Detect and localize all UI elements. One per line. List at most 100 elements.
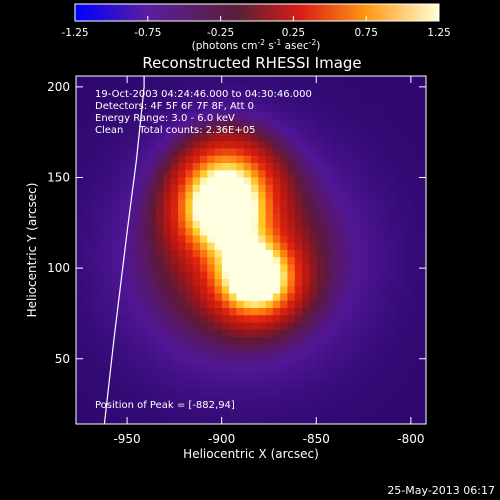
heatmap-cell [134, 235, 143, 244]
heatmap-cell [251, 373, 259, 381]
heatmap-cell [141, 206, 150, 215]
heatmap-cell [294, 308, 303, 316]
heatmap-cell [90, 235, 99, 244]
heatmap-cell [251, 126, 259, 135]
heatmap-cell [134, 279, 143, 287]
heatmap-cell [309, 351, 318, 360]
heatmap-cell [251, 308, 259, 316]
heatmap-cell [411, 177, 420, 186]
heatmap-cell [389, 206, 398, 215]
heatmap-cell [163, 337, 172, 345]
heatmap-cell [411, 126, 420, 135]
heatmap-cell [389, 315, 398, 323]
heatmap-cell [338, 402, 347, 410]
heatmap-cell [163, 250, 172, 258]
heatmap-cell [170, 126, 179, 135]
heatmap-cell [119, 163, 128, 171]
heatmap-cell [389, 250, 398, 258]
heatmap-cell [221, 315, 230, 323]
heatmap-cell [382, 170, 390, 178]
heatmap-cell [287, 105, 296, 113]
heatmap-cell [323, 170, 332, 178]
heatmap-cell [119, 134, 128, 142]
heatmap-cell [360, 279, 369, 287]
heatmap-cell [76, 221, 84, 229]
heatmap-cell [302, 155, 310, 164]
heatmap-cell [229, 279, 237, 287]
heatmap-cell [207, 250, 215, 258]
heatmap-cell [338, 409, 347, 418]
heatmap-cell [272, 228, 281, 236]
heatmap-cell [382, 250, 390, 258]
heatmap-cell [207, 228, 215, 236]
heatmap-cell [272, 155, 281, 164]
heatmap-cell [258, 184, 266, 193]
heatmap-cell [97, 366, 106, 374]
heatmap-cell [367, 199, 376, 207]
heatmap-cell [178, 141, 186, 149]
heatmap-cell [316, 257, 325, 265]
heatmap-cell [141, 308, 150, 316]
heatmap-cell [316, 242, 325, 251]
heatmap-cell [302, 279, 310, 287]
heatmap-cell [287, 286, 296, 294]
heatmap-cell [280, 337, 288, 345]
heatmap-cell [214, 235, 223, 244]
heatmap-cell [192, 235, 201, 244]
heatmap-cell [323, 387, 332, 396]
heatmap-cell [163, 387, 172, 396]
heatmap-cell [214, 134, 223, 142]
heatmap-cell [309, 177, 318, 186]
heatmap-cell [90, 315, 99, 323]
heatmap-cell [272, 105, 281, 113]
heatmap-cell [374, 105, 383, 113]
heatmap-cell [265, 242, 274, 251]
heatmap-cell [214, 329, 223, 338]
heatmap-cell [294, 148, 303, 157]
heatmap-cell [287, 192, 296, 200]
heatmap-cell [134, 344, 143, 352]
y-tick-label: 100 [47, 261, 70, 275]
heatmap-cell [229, 337, 237, 345]
heatmap-cell [185, 387, 194, 396]
colorbar-units-label: (photons cm-2 s-1 asec-2) [192, 38, 321, 52]
heatmap-cell [316, 213, 325, 222]
heatmap-cell [90, 184, 99, 193]
heatmap-cell [396, 322, 405, 331]
heatmap-cell [199, 112, 208, 120]
heatmap-cell [287, 184, 296, 193]
heatmap-cell [309, 373, 318, 381]
heatmap-cell [148, 308, 157, 316]
heatmap-cell [105, 97, 113, 106]
heatmap-cell [243, 134, 252, 142]
heatmap-cell [367, 119, 376, 128]
heatmap-cell [382, 257, 390, 265]
heatmap-cell [185, 409, 194, 418]
heatmap-cell [199, 163, 208, 171]
heatmap-cell [251, 192, 259, 200]
heatmap-cell [331, 373, 339, 381]
heatmap-cell [404, 134, 412, 142]
heatmap-cell [90, 416, 99, 424]
heatmap-cell [331, 322, 339, 331]
heatmap-cell [156, 257, 164, 265]
heatmap-cell [353, 293, 361, 302]
heatmap-cell [236, 163, 245, 171]
heatmap-cell [316, 170, 325, 178]
heatmap-cell [207, 105, 215, 113]
heatmap-cell [170, 97, 179, 106]
heatmap-cell [251, 134, 259, 142]
heatmap-cell [83, 257, 91, 265]
heatmap-cell [243, 192, 252, 200]
heatmap-cell [360, 199, 369, 207]
heatmap-cell [287, 257, 296, 265]
heatmap-cell [156, 177, 164, 186]
heatmap-cell [163, 163, 172, 171]
heatmap-cell [214, 416, 223, 424]
heatmap-cell [185, 90, 194, 99]
heatmap-cell [112, 286, 121, 294]
heatmap-cell [236, 395, 245, 403]
heatmap-cell [127, 90, 135, 99]
heatmap-cell [229, 97, 237, 106]
